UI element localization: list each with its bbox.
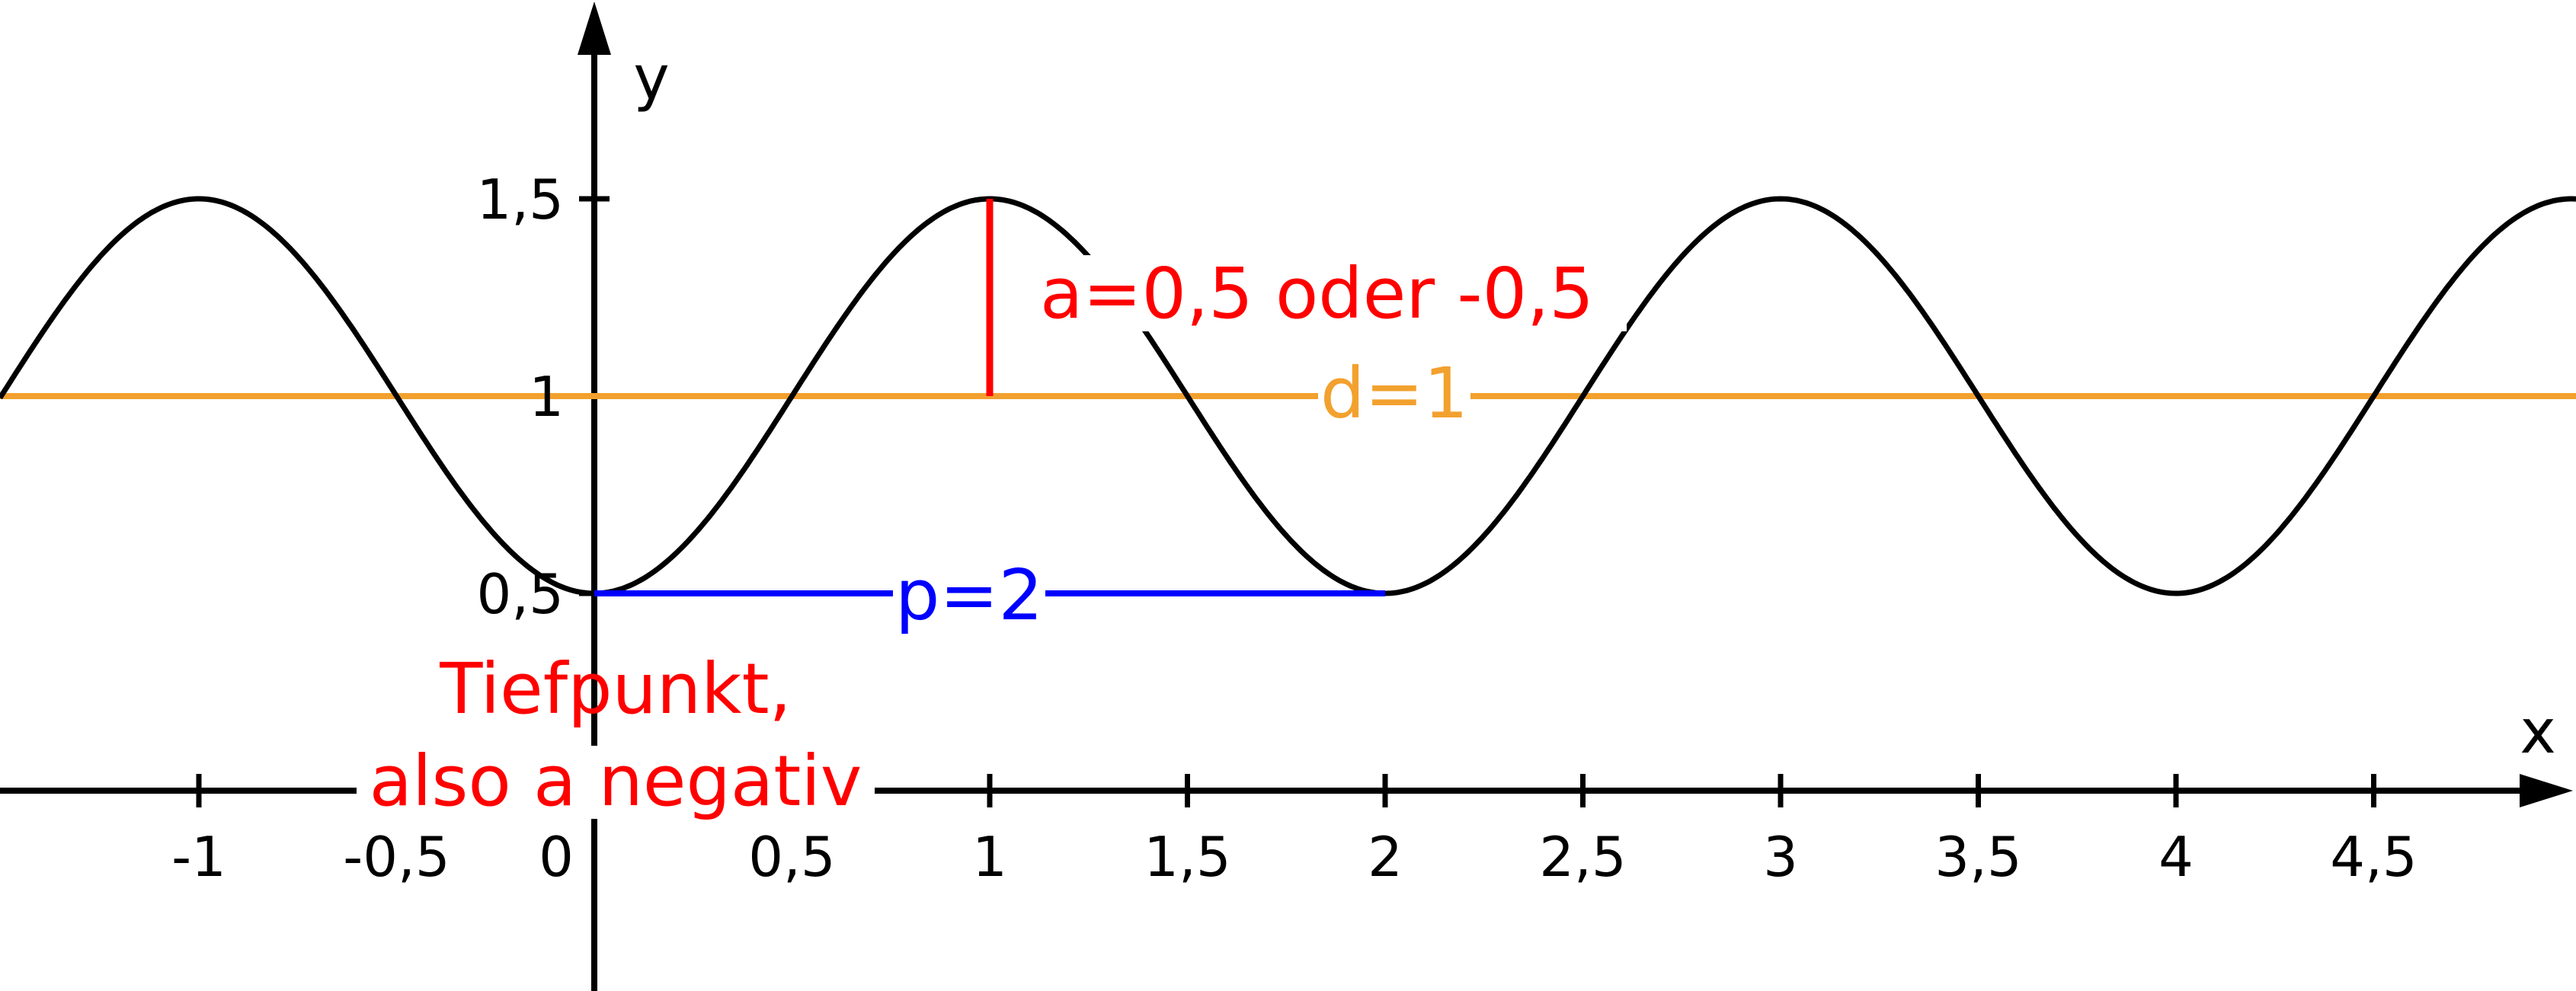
x-tick-label: -0,5 [343, 825, 450, 889]
curve-layer [0, 196, 2576, 596]
x-tick-label: 3 [1763, 825, 1798, 889]
annotation-layer: a=0,5 oder -0,5 d=1 p=2 Tiefpunkt, also a ne… [357, 199, 1627, 822]
x-axis-arrow [2520, 774, 2573, 807]
sine-curve [0, 196, 2576, 596]
minimum-label-line1: Tiefpunkt, [439, 648, 792, 730]
x-tick-label: -1 [171, 825, 226, 889]
x-tick-label: 3,5 [1934, 825, 2022, 889]
period-label: p=2 [895, 555, 1043, 636]
x-tick-label: 2,5 [1539, 825, 1627, 889]
y-tick-label: 1 [529, 365, 564, 429]
offset-label-bg [1318, 359, 1470, 431]
x-tick-label: 0 [539, 825, 574, 889]
amplitude-label-bg [1040, 255, 1627, 331]
x-tick-label: 4 [2158, 825, 2194, 889]
x-tick-label: 2 [1368, 825, 1403, 889]
x-tick-label: 1,5 [1144, 825, 1231, 889]
offset-label: d=1 [1320, 353, 1468, 434]
y-tick-label: 0,5 [476, 562, 564, 626]
x-tick-label: 4,5 [2330, 825, 2418, 889]
x-tick-label: 0,5 [748, 825, 836, 889]
y-axis-arrow [578, 2, 611, 55]
amplitude-label: a=0,5 oder -0,5 [1040, 253, 1594, 334]
x-axis-label: x [2520, 696, 2555, 767]
y-tick-label: 1,5 [476, 168, 564, 232]
period-label-bg [893, 561, 1045, 633]
minimum-label-line2: also a negativ [370, 740, 862, 822]
minimum-label-line2-bg [357, 746, 875, 819]
x-tick-label: 1 [972, 825, 1007, 889]
label-layer: x y -1 -0,5 0 0,5 1 1,5 2 2,5 3 3,5 4 4,5 0,5 1 1,5 [171, 43, 2556, 889]
y-axis-label: y [633, 43, 669, 113]
